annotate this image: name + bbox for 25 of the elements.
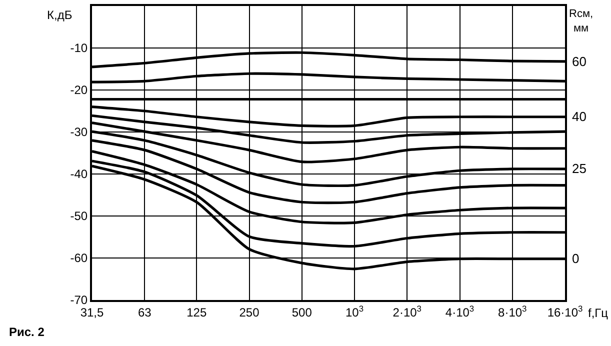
x-tick-label: 8·10$^{3}$ <box>498 303 528 320</box>
x-tick-label: 125 <box>186 305 207 320</box>
x-tick-label: 31,5 <box>80 305 104 320</box>
y-tick-label: -30 <box>70 125 88 140</box>
text: Рис. 2 <box>9 325 45 339</box>
series-label: 60 <box>572 54 586 69</box>
x-tick-label: 4·10$^{3}$ <box>445 303 474 320</box>
y-tick-label: -10 <box>70 41 88 56</box>
y-axis-title: К,дБ <box>47 8 72 22</box>
x-tick-label: 500 <box>292 305 312 320</box>
y2-axis-title: Rсм, мм <box>569 8 594 34</box>
x-tick-label: 63 <box>138 305 152 320</box>
series-label: 0 <box>572 251 580 266</box>
x-tick-label: 2·10$^{3}$ <box>392 303 422 320</box>
x-tick-label: 250 <box>239 305 260 320</box>
series-label: 40 <box>572 109 586 124</box>
x-axis-title: f,Гц <box>588 306 608 320</box>
y-tick-label: -50 <box>70 209 88 224</box>
x-tick-label: 16·10$^{3}$ <box>547 303 584 320</box>
y-tick-label: -60 <box>70 251 88 266</box>
y-tick-label: -40 <box>70 167 88 182</box>
y-tick-label: -20 <box>70 83 88 98</box>
y-tick-label: -70 <box>70 293 88 308</box>
series-label: 25 <box>572 161 586 176</box>
x-tick-label: 10$^{3}$ <box>345 303 364 320</box>
